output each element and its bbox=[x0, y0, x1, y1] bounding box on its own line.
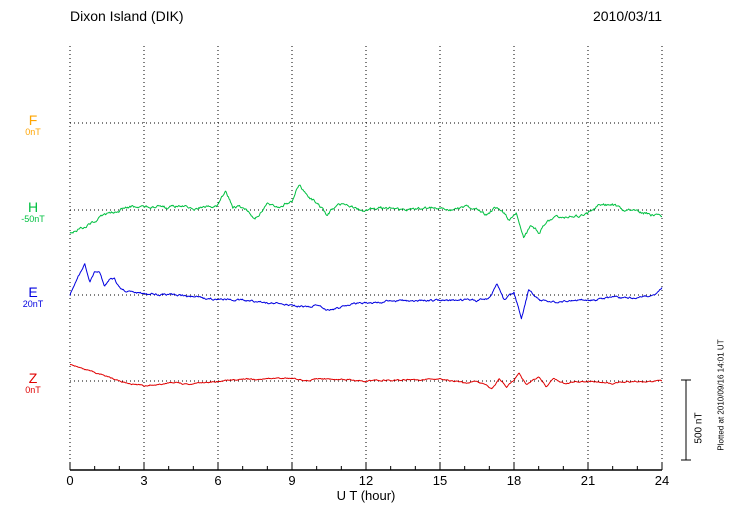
x-tick-label-3: 3 bbox=[140, 473, 148, 488]
series-baseline-H: -50nT bbox=[21, 214, 45, 225]
trace-E bbox=[69, 263, 663, 320]
plot-timestamp-note: Plotted at 2010/09/16 14:01 UT bbox=[716, 339, 726, 451]
series-baseline-E: 20nT bbox=[22, 299, 44, 310]
x-tick-label-12: 12 bbox=[358, 473, 374, 488]
series-letter-E: E bbox=[28, 284, 38, 300]
series-baseline-Z: 0nT bbox=[25, 385, 41, 396]
x-tick-label-24: 24 bbox=[654, 473, 670, 488]
series-letter-Z: Z bbox=[28, 370, 38, 386]
x-tick-label-9: 9 bbox=[288, 473, 296, 488]
page-title: Dixon Island (DIK) bbox=[70, 8, 184, 24]
series-baseline-F: 0nT bbox=[25, 127, 41, 138]
trace-Z bbox=[69, 364, 662, 390]
x-tick-label-6: 6 bbox=[214, 473, 222, 488]
series-letter-F: F bbox=[28, 112, 38, 128]
x-tick-label-21: 21 bbox=[580, 473, 596, 488]
series-label-H: H -50nT bbox=[4, 199, 62, 225]
x-axis-label: U T (hour) bbox=[336, 488, 396, 503]
x-tick-label-18: 18 bbox=[506, 473, 522, 488]
x-tick-label-0: 0 bbox=[66, 473, 74, 488]
date-label: 2010/03/11 bbox=[592, 8, 662, 24]
series-label-F: F 0nT bbox=[4, 112, 62, 138]
x-tick-label-15: 15 bbox=[432, 473, 448, 488]
scale-bar-label: 500 nT bbox=[693, 412, 705, 444]
series-label-Z: Z 0nT bbox=[4, 370, 62, 396]
series-label-E: E 20nT bbox=[4, 284, 62, 310]
trace-H bbox=[69, 184, 663, 239]
series-letter-H: H bbox=[27, 199, 39, 215]
